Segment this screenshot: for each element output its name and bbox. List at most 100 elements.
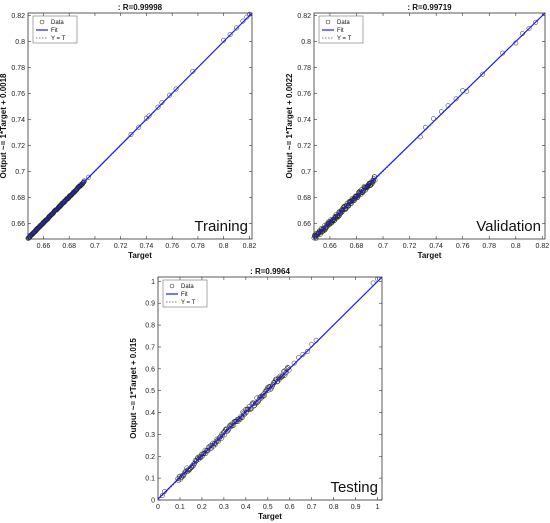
data-point [500,50,505,56]
chart-title: : R=0.99719 [407,3,452,12]
x-tick-label: 0.78 [191,243,205,250]
data-point [173,86,179,92]
y-tick-label: 0.72 [11,143,25,150]
data-point [190,68,196,74]
y-tick-label: 0.78 [11,65,25,72]
legend-label-fit: Fit [51,28,58,34]
data-point [221,37,227,43]
y-tick-label: 0.68 [11,195,25,202]
data-point [364,184,370,190]
series-line-fit [157,276,383,500]
x-tick-label: 0.5 [263,504,273,511]
y-tick-label: 0.74 [11,117,25,124]
data-point [314,232,320,238]
data-point [348,199,354,204]
data-point [167,92,173,98]
chart-title: : R=0.9964 [250,267,290,276]
y-axis-label: Output ~= 1*Target + 0.0022 [285,73,294,179]
y-tick-label: 0.2 [145,454,155,461]
data-point [279,374,285,380]
y-tick-label: 1 [151,279,155,286]
y-tick-label: 0.74 [297,117,311,124]
data-point [198,455,204,461]
legend-marker-data [39,19,45,25]
data-point [128,132,134,137]
y-axis-label: Output ~= 1*Target + 0.0018 [0,73,8,179]
y-tick-label: 0.82 [11,13,25,20]
y-tick-label: 0.1 [145,476,155,483]
y-tick-label: 0.66 [297,221,311,228]
chart-panel-3: 0 0.1 0.2 0.3 0.4 0.5 0.6 0.7 0.8 0.9 1 0 0.1 0.2 0.3 0… [129,267,383,521]
x-tick-label: 0.7 [378,243,388,250]
panel-annotation: Validation [476,218,541,235]
y-tick-label: 0.7 [15,169,25,176]
y-tick-label: 0 [151,498,155,505]
legend-label-data: Data [51,20,64,26]
data-point [311,235,317,241]
y-tick-label: 0.3 [145,432,155,439]
data-point [244,14,250,20]
data-point [225,427,231,433]
data-point [270,382,276,387]
data-point [86,174,91,180]
data-point [234,25,240,31]
x-tick-label: 0.8 [329,504,339,511]
data-point [280,373,286,379]
data-point [227,32,233,37]
x-tick-label: 0.2 [197,504,207,511]
chart-title: : R=0.99998 [118,3,163,12]
y-tick-label: 0.8 [301,39,311,46]
x-tick-label: 0.6 [285,504,295,511]
x-axis-label: Target [418,251,442,260]
data-point [265,388,271,393]
x-tick-label: 0.66 [37,243,51,250]
y-tick-label: 0.6 [145,366,155,373]
x-tick-label: 0.68 [350,243,364,250]
data-point [81,178,87,184]
legend-label-data: Data [181,284,194,290]
y-axis-label: Output ~= 1*Target + 0.015 [129,338,138,439]
data-point [533,19,539,25]
data-point [159,100,165,106]
data-point [526,25,532,31]
data-point [291,360,297,366]
data-point [159,493,165,498]
legend-marker-data [169,283,175,289]
legend-label-data: Data [337,20,350,26]
data-point [213,438,219,444]
x-tick-label: 0.66 [323,243,337,250]
data-point [136,124,142,130]
y-tick-label: 0.4 [145,410,155,417]
y-tick-label: 0.82 [297,13,311,20]
data-point [162,488,168,494]
legend-label-y-equals-t: Y = T [337,36,352,42]
data-point [246,11,252,17]
series-line-fit [27,12,253,239]
legend-marker-data [325,19,331,25]
data-point [245,406,251,412]
x-tick-label: 0.7 [307,504,317,511]
data-point [338,210,344,216]
data-point [226,426,232,432]
y-tick-label: 0.7 [145,344,155,351]
panel-annotation: Training [194,218,248,235]
x-tick-label: 0.76 [456,243,470,250]
data-point [304,348,310,354]
x-tick-label: 0.8 [511,243,521,250]
x-tick-label: 0.7 [90,243,100,250]
x-tick-label: 0.3 [219,504,229,511]
data-point [216,435,222,441]
x-tick-label: 0.72 [114,243,128,250]
x-tick-label: 0.4 [241,504,251,511]
x-tick-label: 0.1 [175,504,185,511]
series-line-fit [313,12,546,239]
y-tick-label: 0.68 [297,195,311,202]
data-point [155,104,161,110]
data-point [286,367,292,373]
y-tick-label: 0.8 [15,39,25,46]
x-tick-label: 0.76 [165,243,179,250]
data-point [182,469,188,475]
y-tick-label: 0.5 [145,388,155,395]
data-point [480,71,486,77]
